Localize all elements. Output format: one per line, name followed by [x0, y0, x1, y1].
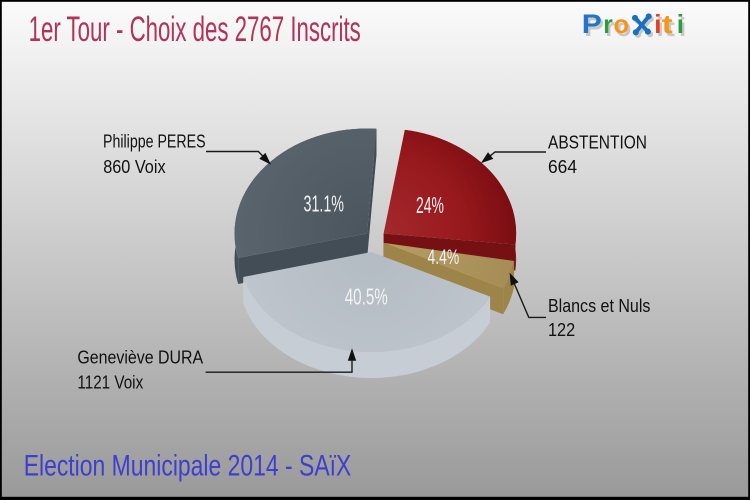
- svg-text:i: i: [654, 9, 661, 39]
- svg-text:i: i: [679, 12, 686, 42]
- svg-text:ABSTENTION: ABSTENTION: [548, 133, 647, 153]
- svg-text:40.5%: 40.5%: [345, 284, 388, 310]
- svg-text:4.4%: 4.4%: [428, 245, 460, 269]
- svg-text:i: i: [677, 9, 684, 39]
- svg-text:24%: 24%: [416, 192, 444, 218]
- svg-text:t: t: [662, 9, 673, 39]
- svg-text:P: P: [584, 12, 604, 42]
- svg-text:r: r: [603, 9, 613, 39]
- svg-text:o: o: [614, 9, 630, 39]
- svg-text:1121 Voix: 1121 Voix: [77, 373, 143, 393]
- svg-text:Philippe PERES: Philippe PERES: [103, 132, 206, 152]
- svg-text:122: 122: [548, 320, 575, 340]
- svg-text:31.1%: 31.1%: [304, 190, 345, 216]
- svg-text:o: o: [616, 12, 632, 42]
- svg-text:Blancs et Nuls: Blancs et Nuls: [548, 296, 650, 316]
- svg-text:i: i: [657, 12, 664, 42]
- svg-text:P: P: [582, 9, 602, 39]
- svg-text:860 Voix: 860 Voix: [103, 157, 165, 177]
- svg-text:Geneviève DURA: Geneviève DURA: [77, 347, 203, 367]
- svg-text:1er Tour - Choix des 2767 Insc: 1er Tour - Choix des 2767 Inscrits: [29, 10, 361, 49]
- svg-text:r: r: [605, 12, 615, 42]
- svg-text:t: t: [664, 12, 675, 42]
- svg-text:664: 664: [548, 157, 577, 177]
- svg-text:Election Municipale 2014 - SAï: Election Municipale 2014 - SAïX: [24, 449, 352, 482]
